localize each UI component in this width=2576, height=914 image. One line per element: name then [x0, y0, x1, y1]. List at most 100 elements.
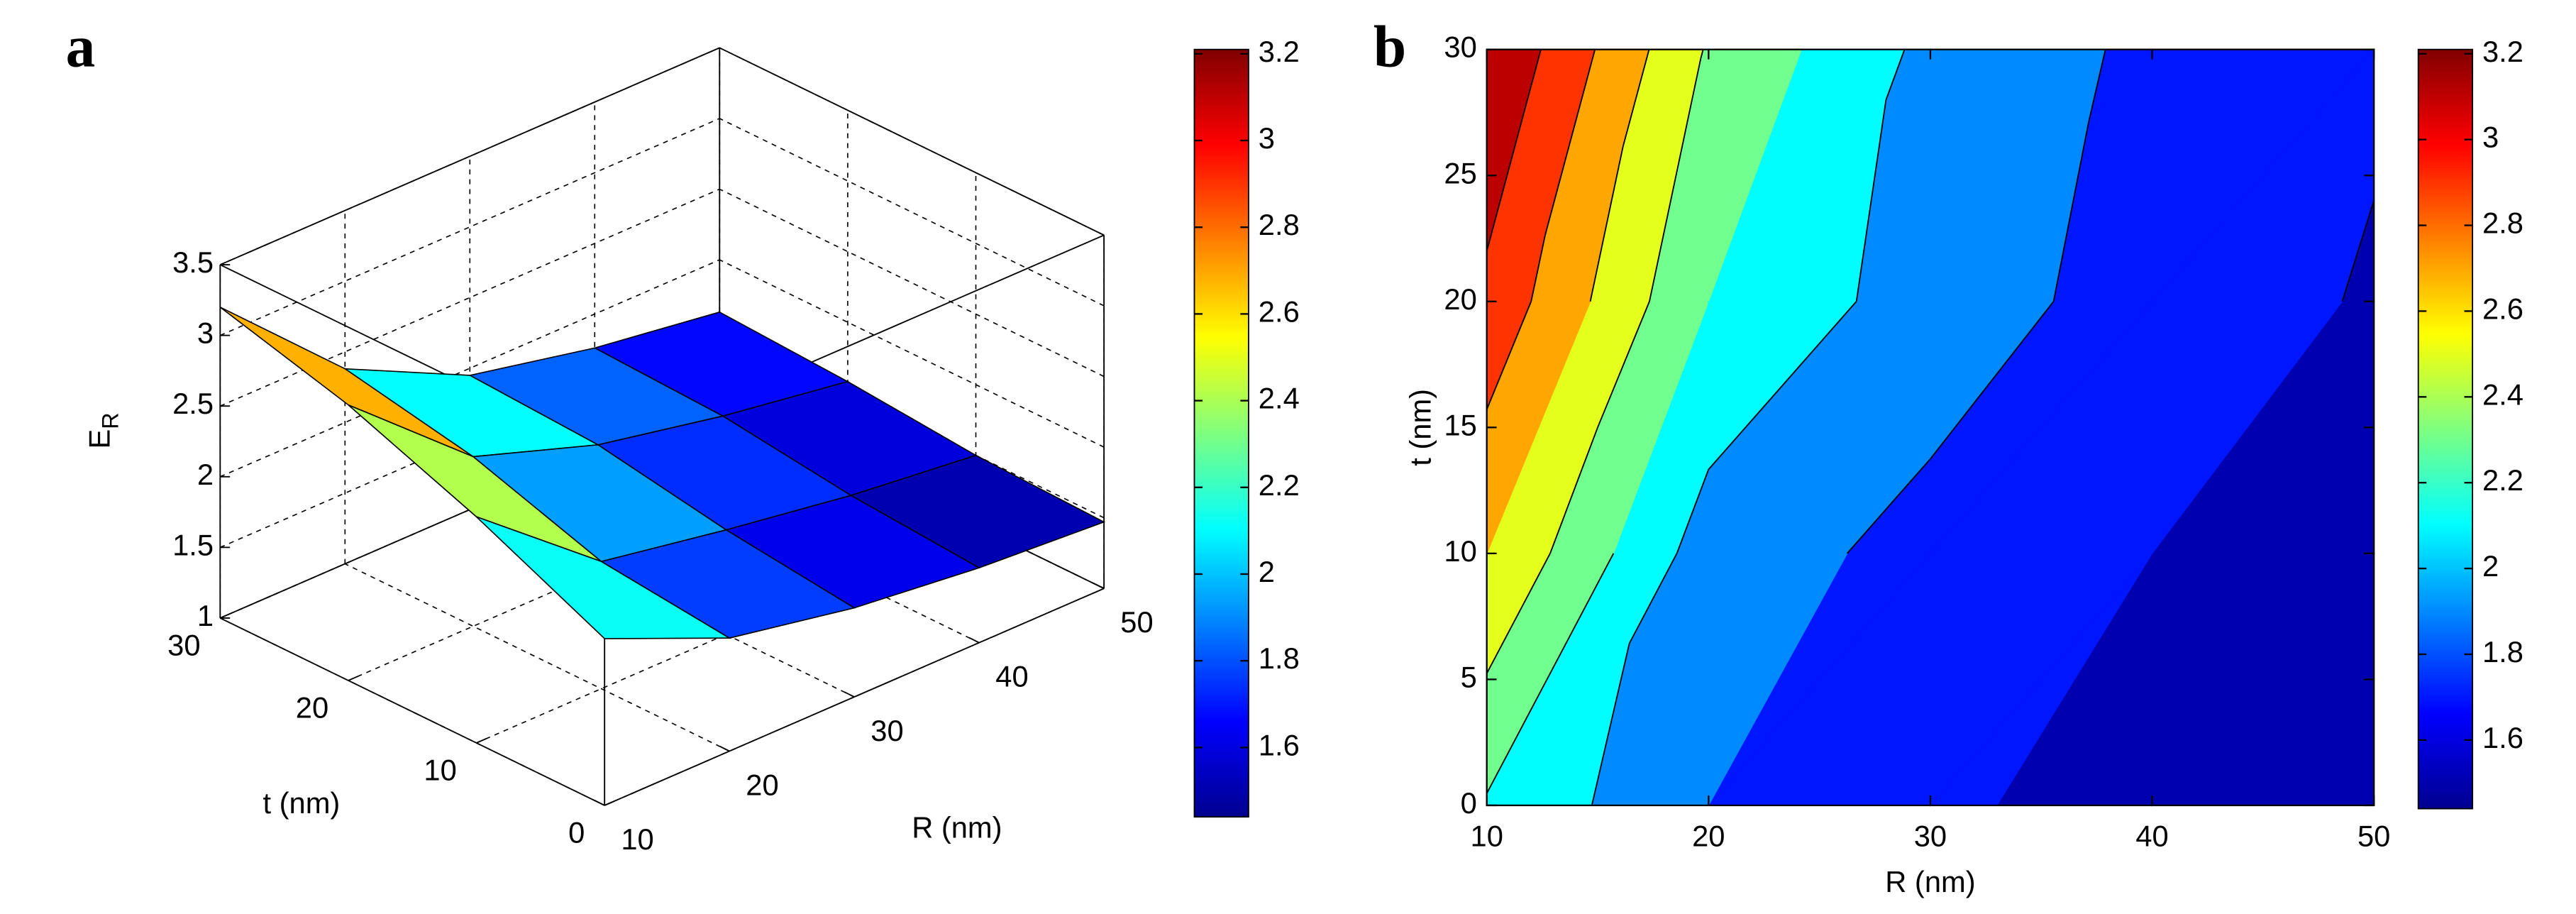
y-axis-label: t (nm): [263, 786, 341, 820]
z-axis-label-main: E: [83, 429, 116, 449]
grid-line: [219, 118, 720, 336]
contour-line: [2341, 200, 2375, 302]
colorbar-tick-label: 2: [1259, 555, 1275, 588]
y-tick-label: 30: [167, 629, 200, 662]
colorbar-tick-label: 1.6: [1259, 728, 1300, 761]
colorbar-tick-label: 2.4: [2482, 378, 2524, 411]
box-edge: [219, 47, 720, 265]
tick: [348, 676, 359, 681]
colorbar: [2417, 48, 2474, 810]
grid-line: [219, 259, 720, 478]
x-axis-label: R (nm): [912, 811, 1002, 844]
colorbar-tick-label: 3.2: [2482, 35, 2524, 68]
colorbar-tick-label: 1.8: [2482, 635, 2524, 668]
grid-line: [719, 118, 1105, 307]
y-tick-label: 10: [1444, 534, 1476, 568]
colorbar-tick-label: 2.6: [2482, 292, 2524, 325]
tick: [476, 738, 487, 744]
z-tick-label: 1: [197, 599, 214, 632]
y-tick-label: 20: [1444, 282, 1476, 316]
x-tick-label: 30: [1914, 819, 1947, 852]
y-tick-label: 10: [424, 754, 456, 787]
contour-line: [1486, 49, 1542, 252]
contour-line: [1591, 643, 1630, 806]
z-tick-label: 2.5: [172, 387, 214, 420]
contour-line: [1486, 301, 1532, 410]
panel-label: b: [1373, 14, 1406, 79]
box-edge: [719, 47, 1105, 236]
colorbar-tick-label: 1.6: [2482, 721, 2524, 754]
z-axis-label-subscript: R: [97, 412, 123, 429]
colorbar-tick-label: 3: [1259, 121, 1275, 155]
x-tick-label: 50: [1120, 605, 1153, 639]
z-axis-label: ER: [83, 412, 123, 448]
contour-line: [1676, 469, 1710, 554]
colorbar-tick-label: 3: [2482, 121, 2499, 154]
colorbar-tick-label: 2.8: [2482, 207, 2524, 240]
colorbar-tick-label: 2.4: [1259, 382, 1300, 415]
x-tick-label: 10: [621, 822, 653, 856]
contour-fill: [1486, 48, 2375, 807]
colorbar-tick-label: 1.8: [1259, 642, 1300, 675]
y-tick-label: 5: [1461, 660, 1477, 693]
y-tick-label: 30: [1444, 31, 1476, 64]
tick: [604, 800, 615, 806]
contour-line: [1847, 458, 1931, 554]
tick: [594, 800, 605, 806]
z-tick-label: 3.5: [172, 246, 214, 279]
y-tick-label: 20: [296, 691, 328, 725]
contour-line: [1549, 426, 1598, 554]
z-tick-label: 2: [197, 458, 214, 491]
tick: [719, 745, 730, 752]
y-tick-label: 0: [568, 816, 585, 849]
contour-line: [1700, 49, 1704, 59]
y-axis-label: t (nm): [1403, 389, 1437, 466]
tick: [844, 691, 855, 698]
contour-line: [1622, 49, 1650, 147]
x-axis-label: R (nm): [1885, 865, 1975, 898]
contour-line: [2052, 121, 2090, 302]
contour-line: [2088, 49, 2106, 122]
contour-line: [1649, 57, 1702, 302]
x-tick-label: 50: [2357, 819, 2390, 852]
colorbar-tick-label: 2: [2482, 549, 2499, 583]
contour-line: [1930, 301, 2055, 460]
contour-line: [1597, 301, 1650, 428]
contour-line: [1589, 146, 1624, 302]
grid-line: [719, 188, 1105, 378]
colorbar-tick-label: 2.2: [1259, 468, 1300, 502]
contour-line: [1628, 553, 1678, 644]
box-edge: [219, 617, 605, 806]
x-tick-label: 40: [2135, 819, 2168, 852]
x-tick-label: 10: [1471, 819, 1503, 852]
grid-line: [344, 563, 730, 752]
tick: [219, 613, 231, 619]
z-tick-label: 3: [197, 316, 214, 350]
tick: [968, 637, 980, 644]
contour-line: [1855, 99, 1887, 302]
y-tick-label: 25: [1444, 156, 1476, 189]
contour-line: [1708, 301, 1857, 470]
surface-face: [475, 516, 732, 639]
x-tick-label: 40: [995, 660, 1028, 693]
y-tick-label: 0: [1461, 786, 1477, 820]
contour-line: [1544, 49, 1596, 236]
colorbar: [1193, 48, 1249, 818]
y-tick-label: 15: [1444, 408, 1476, 441]
colorbar-tick-label: 2.8: [1259, 208, 1300, 241]
tick: [1093, 583, 1105, 590]
x-tick-label: 20: [1692, 819, 1725, 852]
colorbar-tick-label: 2.2: [2482, 463, 2524, 497]
contour-line: [1486, 553, 1551, 674]
colorbar-tick-label: 3.2: [1259, 35, 1300, 68]
grid-line: [719, 259, 1105, 448]
contour-line: [1530, 235, 1546, 302]
panel-label: a: [66, 14, 96, 79]
x-tick-label: 20: [746, 768, 778, 801]
x-tick-label: 30: [870, 714, 903, 747]
contour-line: [1885, 49, 1906, 101]
colorbar-tick-label: 2.6: [1259, 294, 1300, 328]
z-tick-label: 1.5: [172, 528, 214, 561]
contour-line: [1486, 553, 1615, 794]
